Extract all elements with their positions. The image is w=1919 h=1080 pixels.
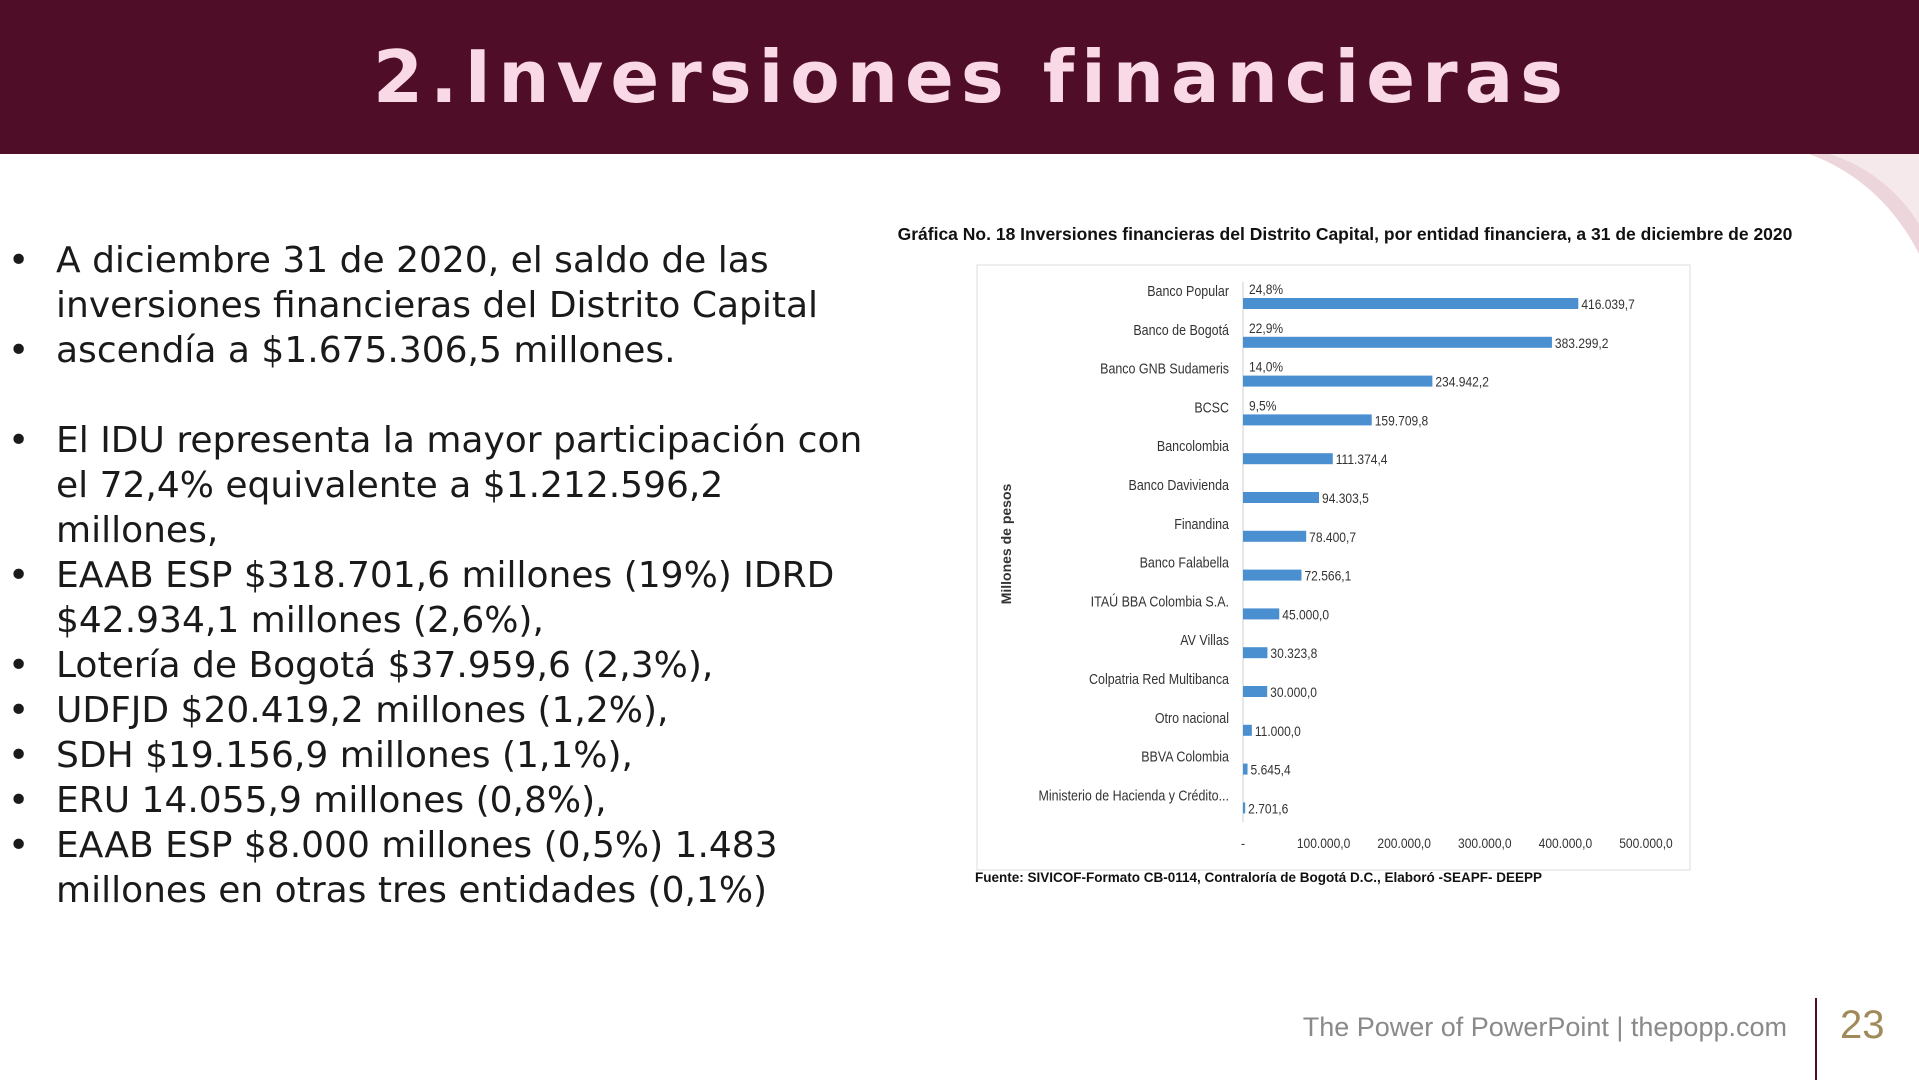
bar (1243, 414, 1372, 426)
bar (1243, 686, 1268, 697)
bullet-item: A diciembre 31 de 2020, el saldo de las … (8, 238, 868, 328)
data-label: 45.000,0 (1282, 607, 1329, 623)
percent-label: 9,5% (1249, 398, 1277, 414)
x-tick-label: 200.000,0 (1377, 835, 1431, 851)
data-label: 94.303,5 (1322, 490, 1369, 506)
chart: Gráfica No. 18 Inversiones financieras d… (895, 222, 1795, 892)
bullet-item: Lotería de Bogotá $37.959,6 (2,3%), (8, 643, 868, 688)
data-label: 234.942,2 (1435, 374, 1489, 390)
data-label: 5.645,4 (1251, 762, 1291, 778)
category-label: Ministerio de Hacienda y Crédito... (1038, 788, 1229, 804)
bar (1243, 802, 1246, 814)
data-label: 2.701,6 (1248, 801, 1288, 817)
category-label: Finandina (1174, 516, 1229, 532)
corner-decoration (1809, 154, 1919, 254)
category-label: ITAÚ BBA Colombia S.A. (1091, 594, 1229, 610)
category-label: Banco Davivienda (1129, 477, 1230, 493)
x-tick-label: 400.000,0 (1539, 835, 1593, 851)
x-tick-label: 500.000,0 (1619, 835, 1673, 851)
bar (1243, 608, 1280, 620)
data-label: 159.709,8 (1375, 413, 1429, 429)
data-label: 30.323,8 (1270, 645, 1317, 661)
bullet-item: ascendía a $1.675.306,5 millones. (8, 328, 868, 373)
bar (1243, 763, 1248, 775)
x-tick-label: 100.000,0 (1297, 835, 1351, 851)
category-label: Banco Popular (1147, 283, 1229, 299)
bullet-item: EAAB ESP $8.000 millones (0,5%) 1.483 mi… (8, 823, 868, 913)
bar (1243, 298, 1579, 309)
category-label: Banco Falabella (1140, 555, 1230, 571)
bar (1243, 375, 1433, 387)
footer-text: The Power of PowerPoint | thepopp.com (1302, 1012, 1787, 1042)
data-label: 383.299,2 (1555, 335, 1609, 351)
bar (1243, 336, 1552, 348)
bullet-item: EAAB ESP $318.701,6 millones (19%) IDRD … (8, 553, 868, 643)
page-number: 23 (1840, 1003, 1885, 1047)
category-label: Bancolombia (1157, 438, 1229, 454)
data-label: 416.039,7 (1581, 296, 1635, 312)
data-label: 11.000,0 (1255, 723, 1301, 739)
bar (1243, 453, 1333, 465)
category-label: BCSC (1194, 400, 1229, 416)
y-axis-title: Millones de pesos (998, 483, 1014, 604)
category-label: Banco GNB Sudameris (1100, 361, 1229, 377)
bar (1243, 569, 1302, 581)
bullet-list: A diciembre 31 de 2020, el saldo de las … (8, 238, 868, 913)
plot-frame (976, 264, 1691, 871)
category-label: BBVA Colombia (1141, 749, 1229, 765)
bar-chart-svg: Banco Popular 416.039,7 24,8% Banco de Bogo… (975, 264, 1691, 885)
x-tick-label: 300.000,0 (1458, 835, 1512, 851)
data-label: 72.566,1 (1304, 568, 1351, 584)
slide-title: 2.Inversiones financieras (372, 35, 1571, 119)
bullet-item: El IDU representa la mayor participación… (8, 418, 868, 553)
chart-source: Fuente: SIVICOF-Formato CB-0114, Contral… (975, 870, 1542, 885)
data-label: 30.000,0 (1270, 684, 1317, 700)
bullet-item: ERU 14.055,9 millones (0,8%), (8, 778, 868, 823)
bar (1243, 724, 1252, 736)
category-label: AV Villas (1180, 632, 1229, 648)
bar (1243, 647, 1268, 659)
bullet-item: UDFJD $20.419,2 millones (1,2%), (8, 688, 868, 733)
bullet-spacer (8, 373, 868, 418)
category-label: Banco de Bogotá (1133, 322, 1229, 338)
x-tick-label: - (1241, 835, 1245, 851)
category-label: Colpatria Red Multibanca (1089, 671, 1229, 687)
title-bar: 2.Inversiones financieras (0, 0, 1919, 154)
chart-title: Gráfica No. 18 Inversiones financieras d… (897, 224, 1793, 244)
data-label: 111.374,4 (1336, 451, 1388, 467)
bar (1243, 492, 1320, 503)
data-label: 78.400,7 (1309, 529, 1356, 545)
percent-label: 24,8% (1249, 281, 1283, 297)
bullet-item: SDH $19.156,9 millones (1,1%), (8, 733, 868, 778)
category-label: Otro nacional (1155, 710, 1229, 726)
percent-label: 22,9% (1249, 320, 1283, 336)
percent-label: 14,0% (1249, 359, 1283, 375)
footer-divider (1815, 998, 1817, 1080)
bar (1243, 530, 1307, 542)
